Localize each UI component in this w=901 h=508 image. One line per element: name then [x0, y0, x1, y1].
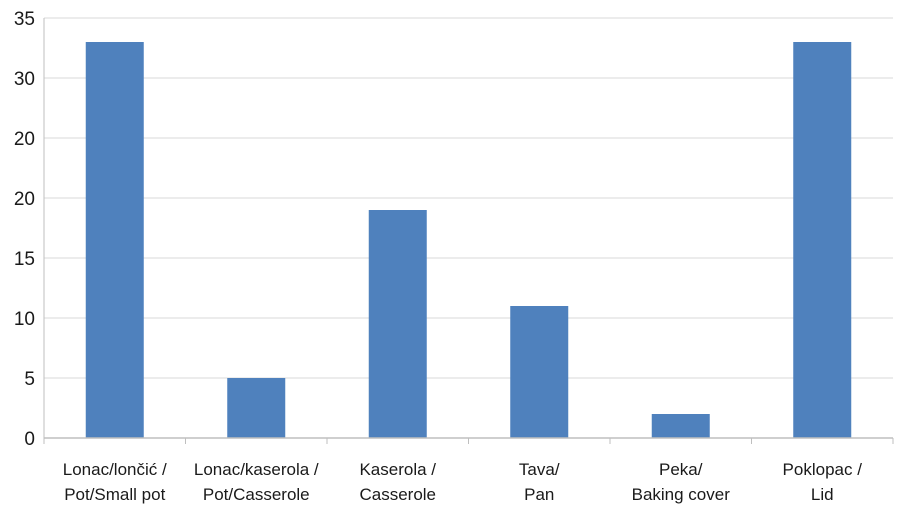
y-tick-label: 15 — [14, 249, 35, 270]
x-tick-label: Kaserola / — [359, 460, 436, 479]
y-tick-label: 20 — [14, 189, 35, 210]
y-tick-label: 20 — [14, 129, 35, 150]
x-tick-label: Tava/ — [519, 460, 560, 479]
bar — [651, 414, 710, 438]
axes — [43, 18, 894, 444]
x-tick-label: Lonac/kaserola / — [194, 460, 319, 479]
bar — [793, 42, 852, 438]
x-tick-label: Poklopac / — [783, 460, 863, 479]
x-tick-label: Casserole — [359, 485, 436, 504]
x-tick-label: Pot/Casserole — [203, 485, 310, 504]
x-tick-label: Pan — [524, 485, 554, 504]
bar — [368, 210, 427, 438]
y-tick-label: 10 — [14, 309, 35, 330]
x-tick-label: Peka/ — [659, 460, 703, 479]
x-tick-label: Baking cover — [632, 485, 731, 504]
x-tick-label: Pot/Small pot — [64, 485, 165, 504]
y-tick-label: 5 — [24, 369, 35, 390]
y-tick-label: 30 — [14, 69, 35, 90]
bars — [85, 42, 852, 438]
tick-labels: 0 5 10 15 20 20 30 35 Lonac/lončić / Pot/Small po… — [14, 9, 862, 504]
gridlines — [44, 17, 893, 379]
bar — [510, 306, 569, 438]
y-tick-label: 0 — [24, 429, 35, 450]
bar — [85, 42, 144, 438]
y-tick-label: 35 — [14, 9, 35, 30]
x-tick-label: Lid — [811, 485, 834, 504]
bar — [227, 378, 286, 438]
x-tick-label: Lonac/lončić / — [63, 460, 167, 479]
